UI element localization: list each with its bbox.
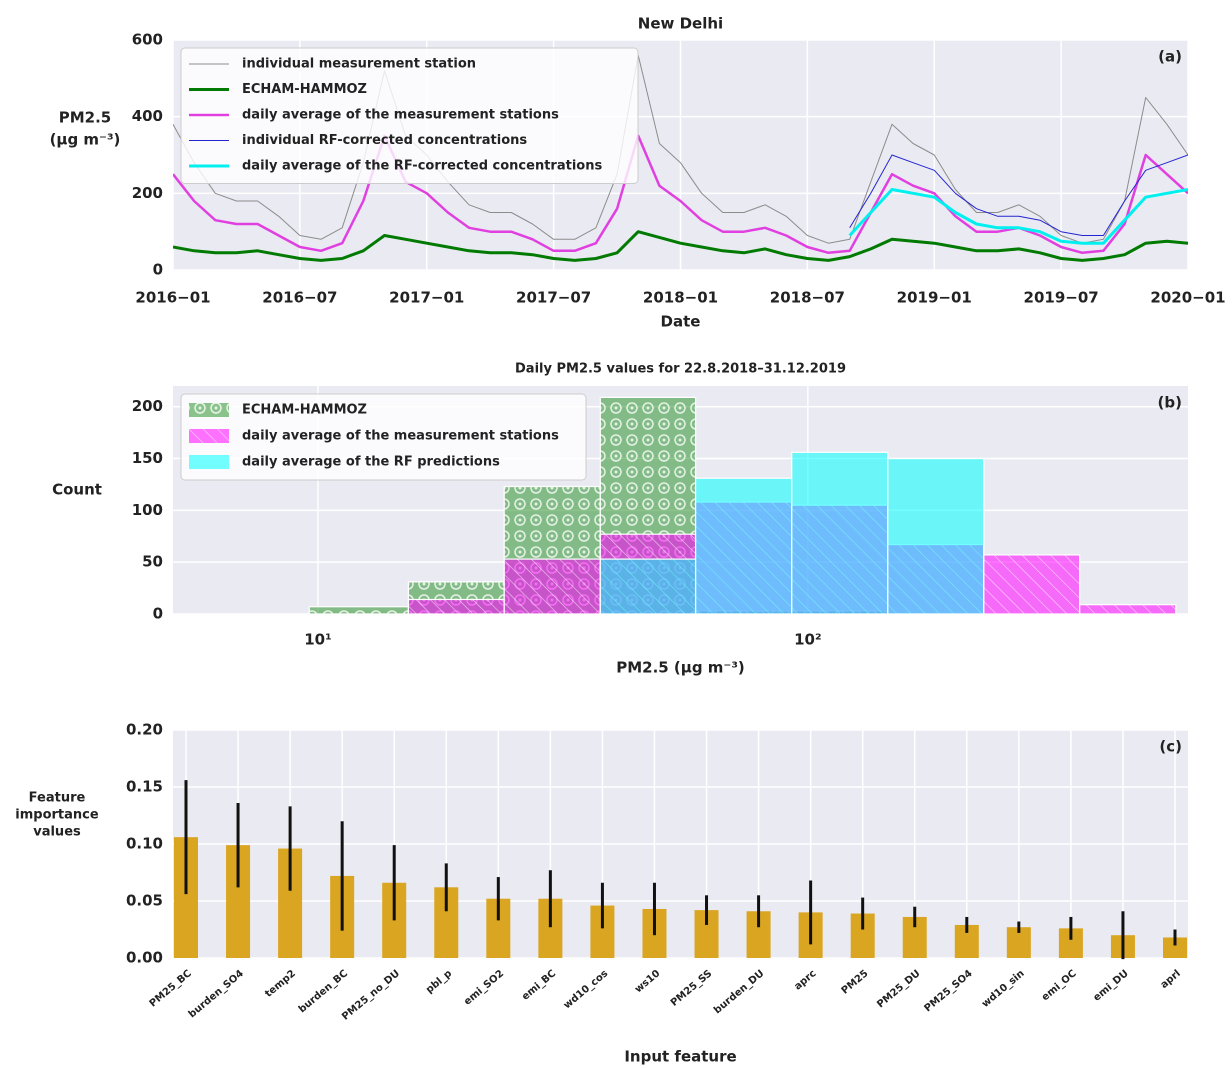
x-tick-label: aprc: [792, 968, 818, 992]
y-axis-label: PM2.5: [59, 109, 112, 127]
x-tick-label: 2017−01: [389, 289, 464, 307]
x-tick-label: emi_BC: [520, 968, 558, 1003]
line: [173, 230, 1188, 262]
x-tick-label: PM25_SO4: [922, 968, 974, 1014]
x-tick-label: 10²: [794, 631, 821, 649]
y-tick-label: 600: [132, 31, 163, 49]
y-tick-label: 0.00: [126, 949, 163, 967]
x-tick-label: burden_SO4: [187, 968, 246, 1020]
y-tick-label: 150: [132, 449, 163, 467]
bar-hatch: [1079, 604, 1176, 614]
legend-label: individual RF-corrected concentrations: [242, 133, 527, 148]
bar-hatch: [408, 599, 505, 614]
x-tick-label: PM25_BC: [148, 968, 194, 1009]
y-tick-label: 0.05: [126, 892, 163, 910]
x-tick-label: 2019−01: [897, 289, 972, 307]
y-tick-label: 0.10: [126, 835, 163, 853]
legend-box: [180, 47, 639, 184]
chart-title: Daily PM2.5 values for 22.8.2018–31.12.2…: [515, 362, 846, 377]
panel-label: (c): [1159, 738, 1182, 756]
chart-title: New Delhi: [638, 15, 723, 33]
x-tick-label: aprl: [1159, 968, 1183, 991]
bar: [1163, 937, 1187, 958]
histogram-bar: [694, 477, 793, 615]
x-tick-label: burden_BC: [297, 968, 350, 1015]
panel-label: (a): [1158, 48, 1182, 66]
y-tick-label: 100: [132, 501, 163, 519]
legend-label: daily average of the measurement station…: [242, 429, 559, 444]
line: [848, 188, 1188, 245]
bar-hatch: [309, 606, 409, 614]
y-tick-label: 0.20: [126, 721, 163, 739]
x-tick-label: 2019−07: [1024, 289, 1099, 307]
y-tick-label: 400: [132, 107, 163, 125]
legend: ECHAM-HAMMOZ daily average of the measure…: [180, 393, 587, 481]
legend-box: [180, 393, 587, 481]
y-tick-label: 0: [153, 605, 163, 623]
legend-label: daily average of the RF predictions: [242, 455, 500, 470]
legend-swatch: [189, 455, 229, 469]
x-tick-label: 2018−07: [770, 289, 845, 307]
histogram-bar: [887, 457, 985, 615]
bar-hatch: [983, 554, 1080, 614]
x-tick-label: temp2: [263, 968, 298, 1000]
legend-hatch: [189, 429, 229, 443]
y-axis-label: Count: [52, 481, 102, 499]
legend-label: individual measurement station: [242, 57, 476, 72]
y-tick-label: 0.15: [126, 778, 163, 796]
series-group: [173, 54, 1188, 262]
x-tick-label: 2020−01: [1150, 289, 1225, 307]
histogram-bar: [791, 451, 889, 615]
x-tick-label: pbl_p: [424, 968, 454, 996]
x-tick-label: PM25_SS: [669, 968, 714, 1009]
y-tick-label: 200: [132, 184, 163, 202]
legend-hatch: [189, 403, 229, 417]
x-tick-label: 2018−01: [643, 289, 718, 307]
x-tick-label: emi_SO2: [462, 968, 506, 1007]
legend: individual measurement station ECHAM-HAMM…: [180, 47, 639, 184]
y-tick-label: 0: [153, 261, 163, 279]
y-tick-label: 50: [142, 553, 163, 571]
x-tick-label: 2016−07: [262, 289, 337, 307]
x-tick-label: emi_DU: [1092, 968, 1131, 1003]
line: [173, 54, 1188, 244]
y-axis-label: values: [33, 825, 81, 840]
x-tick-label: 2016−01: [135, 289, 210, 307]
x-axis-label: PM2.5 (μg m⁻³): [616, 659, 745, 677]
bar-hatch: [504, 559, 601, 614]
legend-label: ECHAM-HAMMOZ: [242, 82, 367, 97]
histogram-bar: [599, 558, 697, 615]
x-tick-label: wd10_sin: [980, 968, 1027, 1010]
x-tick-label: 10¹: [304, 631, 331, 649]
x-tick-label: wd10_cos: [562, 968, 611, 1011]
x-tick-label: PM25_DU: [875, 968, 922, 1010]
x-tick-label: burden_DU: [712, 968, 766, 1016]
x-tick-label: emi_OC: [1040, 968, 1079, 1003]
x-tick-label: ws10: [633, 968, 662, 995]
line: [849, 154, 1188, 236]
x-tick-label: PM25: [840, 968, 871, 997]
x-axis-label: Input feature: [624, 1048, 736, 1066]
y-axis-label: importance: [15, 808, 99, 823]
y-tick-label: 200: [132, 397, 163, 415]
panel-label: (b): [1158, 394, 1182, 412]
legend-label: daily average of the RF-corrected concen…: [242, 159, 602, 174]
legend-label: ECHAM-HAMMOZ: [242, 403, 367, 418]
x-tick-label: 2017−07: [516, 289, 591, 307]
bar: [1006, 927, 1031, 958]
legend-label: daily average of the measurement station…: [242, 108, 559, 123]
x-axis-label: Date: [661, 313, 701, 331]
y-axis-label: Feature: [29, 791, 86, 806]
y-axis-label: (μg m⁻³): [50, 131, 121, 149]
